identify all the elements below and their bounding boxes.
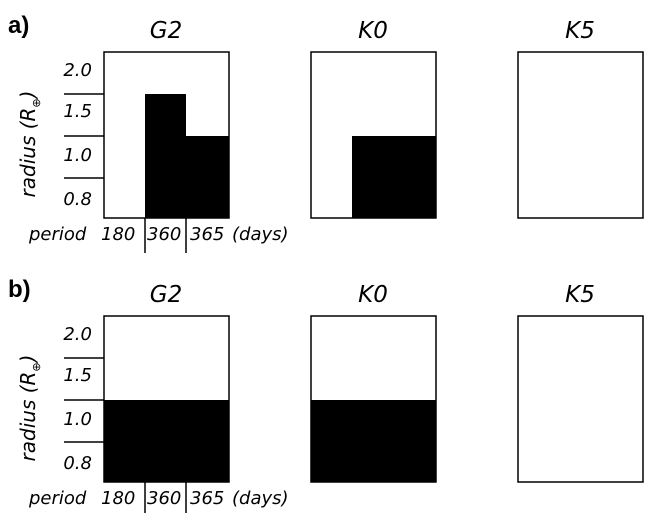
panel-letter: b): [8, 276, 31, 303]
x-axis-label-prefix: period: [28, 488, 87, 509]
x-tick-label: 180: [101, 488, 135, 509]
y-axis-label-main: radius (R: [16, 372, 40, 462]
filled-cell: [311, 400, 436, 482]
y-tick-label: 0.8: [63, 453, 92, 474]
subplot-title: K0: [358, 282, 388, 308]
y-tick-label: 2.0: [63, 324, 92, 345]
filled-cell: [352, 136, 436, 218]
y-tick-label: 1.0: [63, 409, 92, 430]
x-axis-label-suffix: (days): [232, 224, 289, 245]
subplot-k5: K5: [518, 282, 643, 482]
subplot-title: K5: [565, 18, 595, 44]
y-axis-label-close: ): [16, 91, 40, 101]
subplot-g2: G2: [104, 18, 229, 218]
y-tick-label: 2.0: [63, 60, 92, 81]
y-tick-label: 0.8: [63, 189, 92, 210]
panel-a: a) 2.0 1.5 1.0 0.8 radius (R⊕) G2 K0 K5 period 180…: [8, 12, 643, 253]
y-axis-label-subscript: ⊕: [30, 98, 43, 107]
subplot-k0: K0: [311, 18, 436, 218]
y-axis-label-main: radius (R: [16, 108, 40, 198]
subplot-title: K0: [358, 18, 388, 44]
x-axis-label-prefix: period: [28, 224, 87, 245]
y-axis-label-subscript: ⊕: [30, 362, 43, 371]
x-tick-label: 360: [147, 224, 181, 245]
subplot-frame: [518, 316, 643, 482]
subplot-frame: [518, 52, 643, 218]
y-axis-label: radius (R⊕): [16, 91, 43, 198]
subplot-g2: G2: [104, 282, 229, 482]
subplot-title: K5: [565, 282, 595, 308]
x-tick-label: 365: [190, 224, 224, 245]
y-axis-label: radius (R⊕): [16, 355, 43, 462]
panel-b: b) 2.0 1.5 1.0 0.8 radius (R⊕) G2 K0 K5 period 180…: [8, 276, 643, 513]
x-axis-label-suffix: (days): [232, 488, 289, 509]
x-tick-label: 360: [147, 488, 181, 509]
subplot-title: G2: [150, 282, 182, 308]
filled-cell: [145, 94, 186, 218]
panel-letter: a): [8, 12, 29, 39]
subplot-k5: K5: [518, 18, 643, 218]
x-tick-label: 180: [101, 224, 135, 245]
subplot-k0: K0: [311, 282, 436, 482]
filled-cell: [186, 136, 229, 218]
y-axis-label-close: ): [16, 355, 40, 365]
y-tick-label: 1.0: [63, 145, 92, 166]
y-tick-label: 1.5: [63, 101, 92, 122]
filled-cell: [104, 400, 229, 482]
subplot-title: G2: [150, 18, 182, 44]
x-tick-label: 365: [190, 488, 224, 509]
y-tick-label: 1.5: [63, 365, 92, 386]
